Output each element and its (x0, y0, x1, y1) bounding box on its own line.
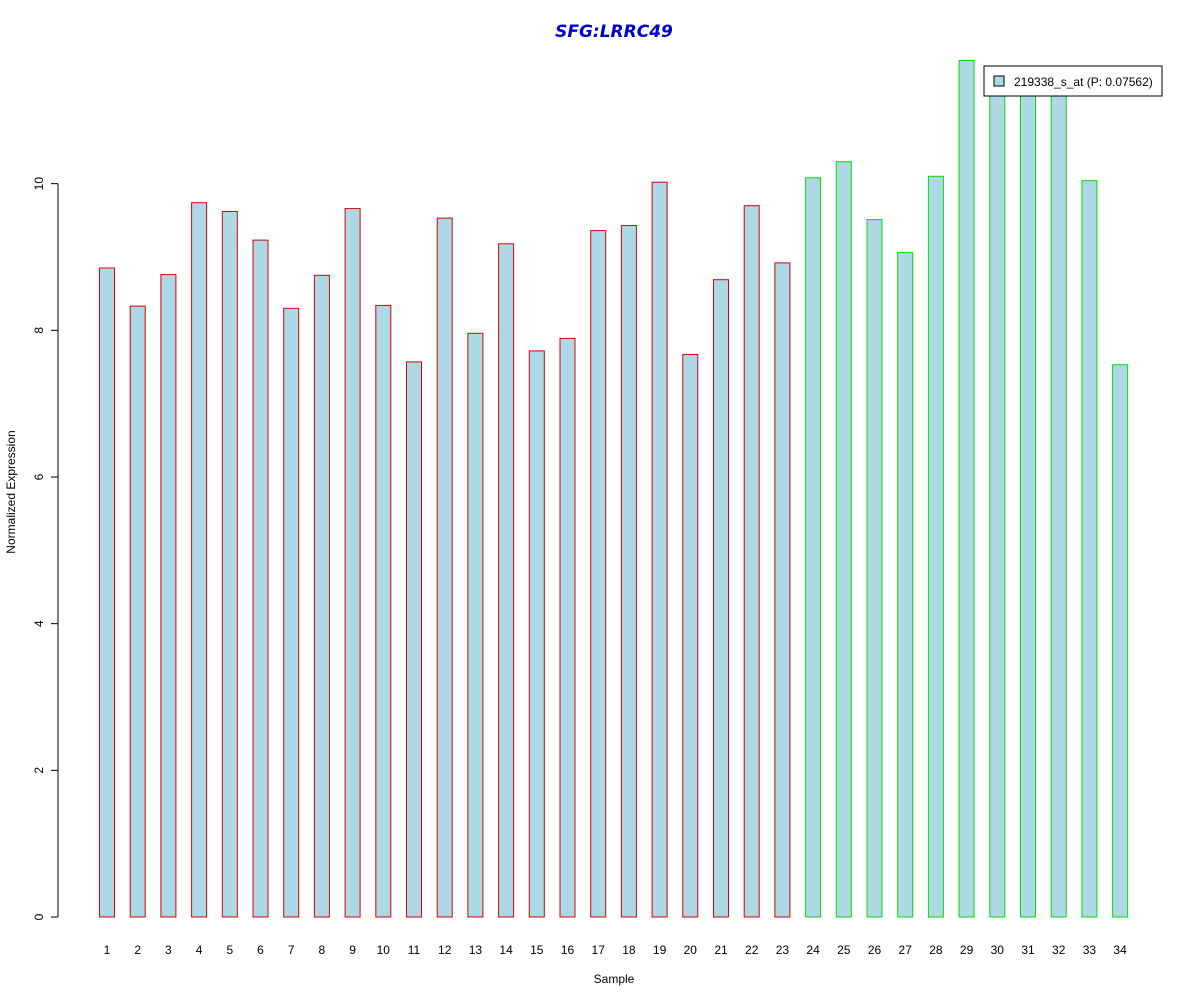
bar-sample-11 (406, 361, 422, 918)
bar-sample-24 (805, 177, 822, 918)
bar-sample-34 (1112, 364, 1129, 918)
x-tick-label: 33 (1083, 943, 1097, 957)
y-tick-label: 6 (32, 473, 46, 480)
x-tick-label: 1 (104, 943, 111, 957)
bar-sample-21 (713, 279, 729, 918)
bar-sample-27 (897, 252, 914, 918)
legend: 219338_s_at (P: 0.07562) (983, 65, 1163, 97)
bar-sample-5 (221, 211, 238, 918)
y-tick-label: 10 (32, 177, 46, 191)
bar-sample-31 (1020, 80, 1036, 918)
x-tick-label: 30 (991, 943, 1005, 957)
bar-sample-20 (682, 354, 699, 918)
x-tick-label: 10 (377, 943, 391, 957)
x-tick-label: 17 (592, 943, 606, 957)
x-tick-label: 26 (868, 943, 882, 957)
bar-sample-8 (313, 274, 330, 918)
x-tick-label: 14 (499, 943, 513, 957)
x-tick-label: 19 (653, 943, 667, 957)
x-tick-label: 9 (349, 943, 356, 957)
x-tick-label: 12 (438, 943, 452, 957)
y-tick-label: 4 (32, 620, 46, 627)
y-tick-label: 8 (32, 327, 46, 334)
bar-sample-17 (590, 230, 607, 918)
bar-sample-25 (835, 161, 852, 918)
x-tick-label: 34 (1113, 943, 1127, 957)
x-tick-label: 7 (288, 943, 295, 957)
x-tick-label: 31 (1021, 943, 1035, 957)
bar-sample-6 (252, 239, 269, 918)
x-tick-label: 13 (469, 943, 483, 957)
legend-swatch (993, 75, 1005, 87)
x-tick-label: 15 (530, 943, 544, 957)
bar-sample-29 (958, 60, 975, 918)
bar-sample-22 (743, 205, 760, 918)
legend-box (983, 65, 1163, 97)
x-tick-label: 5 (226, 943, 233, 957)
x-tick-label: 32 (1052, 943, 1066, 957)
bar-sample-2 (129, 305, 146, 918)
x-tick-label: 21 (714, 943, 728, 957)
chart-title: SFG:LRRC49 (555, 22, 673, 42)
x-tick-label: 25 (837, 943, 851, 957)
x-tick-label: 23 (776, 943, 790, 957)
bar-sample-23 (774, 262, 791, 918)
y-axis-label: Normalized Expression (4, 430, 18, 553)
bar-sample-3 (160, 274, 177, 918)
x-tick-label: 8 (319, 943, 326, 957)
bar-sample-12 (436, 217, 453, 918)
bar-sample-16 (559, 337, 576, 918)
x-tick-labels: 1 2 3 4 5 6 7 8 9 10 11 12 13 14 15 16 17 18 19 20 21 22 23 24 2… (104, 943, 1127, 957)
x-tick-label: 3 (165, 943, 172, 957)
x-tick-label: 4 (196, 943, 203, 957)
x-tick-label: 11 (408, 943, 421, 957)
x-tick-label: 28 (929, 943, 943, 957)
y-tick-label: 2 (32, 767, 46, 774)
x-tick-label: 29 (960, 943, 974, 957)
bar-sample-1 (99, 267, 115, 918)
bar-sample-28 (927, 175, 944, 918)
x-tick-label: 6 (257, 943, 264, 957)
bar-sample-10 (375, 304, 392, 918)
bar-sample-7 (283, 307, 300, 918)
bar-sample-15 (528, 350, 545, 918)
bars-group (99, 60, 1129, 918)
x-tick-label: 20 (684, 943, 698, 957)
x-axis-label: Sample (594, 972, 635, 986)
bar-sample-13 (467, 332, 484, 918)
bar-sample-4 (191, 202, 208, 918)
bar-sample-33 (1081, 180, 1098, 918)
x-tick-label: 22 (745, 943, 759, 957)
bar-sample-18 (620, 225, 637, 918)
bar-sample-32 (1050, 84, 1067, 918)
x-tick-label: 2 (134, 943, 141, 957)
y-axis: 0 2 4 6 8 10 (32, 177, 59, 920)
bar-sample-9 (344, 208, 361, 918)
legend-label: 219338_s_at (P: 0.07562) (1014, 75, 1153, 89)
bar-sample-30 (989, 87, 1006, 918)
x-tick-label: 24 (806, 943, 820, 957)
bar-sample-14 (498, 243, 515, 918)
bar-sample-19 (651, 181, 668, 918)
x-tick-label: 16 (561, 943, 575, 957)
y-tick-label: 0 (32, 913, 46, 920)
x-tick-label: 18 (622, 943, 636, 957)
x-tick-label: 27 (899, 943, 913, 957)
bar-sample-26 (866, 219, 883, 918)
